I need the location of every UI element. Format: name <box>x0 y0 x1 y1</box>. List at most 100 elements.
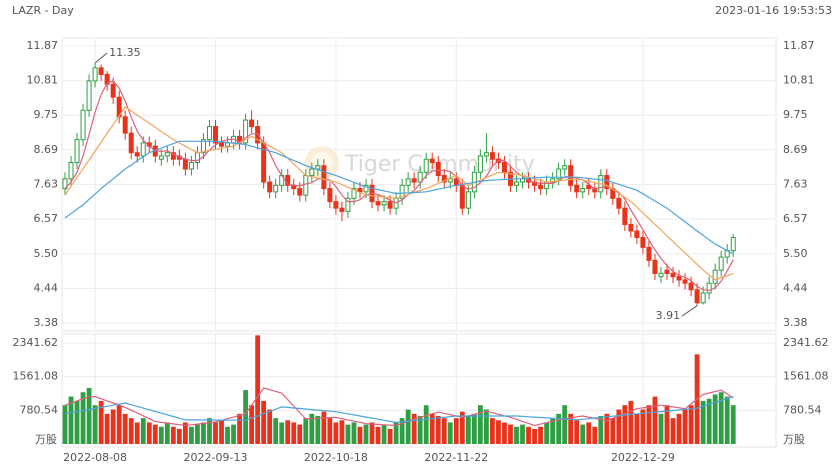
candle-body <box>688 282 694 291</box>
volume-bar <box>225 426 230 444</box>
candle-body <box>634 230 640 239</box>
candle-body <box>351 188 357 199</box>
volume-bar <box>327 418 333 444</box>
volume-bar <box>381 424 387 444</box>
volume-bar <box>243 390 248 444</box>
volume-bar <box>219 420 224 444</box>
candle-body <box>164 152 170 157</box>
volume-bar <box>670 418 676 444</box>
candle-body <box>225 142 231 147</box>
volume-bar <box>339 420 345 444</box>
volume-bar <box>393 422 399 444</box>
candle-body <box>122 116 128 134</box>
volume-bar <box>604 413 610 444</box>
max-annotation: 11.35 <box>109 46 141 59</box>
candle-body <box>188 161 194 170</box>
volume-bar <box>514 426 519 444</box>
volume-bar <box>459 411 465 444</box>
y-tick-label: 8.69 <box>783 143 808 156</box>
candle-body <box>417 171 423 183</box>
volume-bar <box>375 426 381 444</box>
volume-bar <box>134 422 140 444</box>
candle-body <box>297 188 303 196</box>
volume-bar <box>279 422 285 444</box>
candle-body <box>514 181 519 186</box>
x-tick-label: 2022-12-29 <box>611 451 675 464</box>
volume-bar <box>634 413 640 444</box>
volume-bar <box>315 415 321 444</box>
candle-body <box>170 152 176 160</box>
candle-body <box>267 181 273 193</box>
volume-bar <box>556 413 562 444</box>
candle-body <box>718 256 724 271</box>
volume-bar <box>357 426 363 444</box>
candle-body <box>315 165 321 170</box>
candle-body <box>501 161 507 173</box>
candle-body <box>345 197 351 212</box>
volume-bar <box>122 413 128 444</box>
volume-bar <box>207 418 212 444</box>
moving-average-line <box>64 80 734 292</box>
volume-bar <box>658 413 664 444</box>
candle-body <box>86 80 92 111</box>
candle-body <box>140 142 146 157</box>
y-tick-label: 780.54 <box>20 403 59 416</box>
volume-bar <box>411 413 417 444</box>
candle-body <box>574 184 580 193</box>
volume-bar <box>369 422 375 444</box>
candle-body <box>664 269 670 274</box>
volume-bar <box>68 396 74 444</box>
volume-bar <box>471 413 477 444</box>
candle-body <box>628 223 634 232</box>
candle-body <box>477 155 483 173</box>
volume-panel <box>61 333 777 448</box>
candle-body <box>128 132 134 154</box>
volume-bar <box>544 422 549 444</box>
volume-bar <box>592 426 598 444</box>
moving-average-line <box>64 140 734 255</box>
candle-body <box>483 152 489 157</box>
x-tick-label: 2022-09-13 <box>184 451 248 464</box>
volume-bar <box>176 428 182 444</box>
candle-body <box>520 178 526 183</box>
volume-bar <box>146 422 152 444</box>
volume-bar <box>429 413 435 444</box>
volume-bar <box>526 426 531 444</box>
candle-body <box>640 237 646 248</box>
candle-body <box>616 197 622 209</box>
y-tick-label: 2341.62 <box>783 336 829 349</box>
y-tick-label: 10.81 <box>27 74 59 87</box>
volume-bar <box>213 422 218 444</box>
candle-body <box>74 139 80 163</box>
volume-bar <box>297 424 303 444</box>
candle-body <box>538 184 544 190</box>
volume-bar <box>128 418 134 444</box>
candle-body <box>580 188 586 193</box>
candle-body <box>604 175 610 190</box>
candle-body <box>562 165 568 170</box>
volume-bar <box>170 426 176 444</box>
volume-bar <box>706 398 712 444</box>
x-tick-label: 2022-10-18 <box>304 451 368 464</box>
volume-bar <box>261 400 267 444</box>
candle-body <box>213 126 218 144</box>
volume-bar <box>201 422 206 444</box>
candle-body <box>399 184 405 199</box>
candle-body <box>489 152 495 160</box>
candle-body <box>321 165 327 190</box>
volume-bar <box>80 392 86 444</box>
candle-body <box>219 142 225 147</box>
x-tick-label: 2022-08-08 <box>63 451 127 464</box>
candle-body <box>568 165 574 186</box>
candle-body <box>435 161 441 177</box>
volume-bar <box>189 426 194 444</box>
volume-bar <box>441 418 447 444</box>
y-tick-label: 5.50 <box>783 247 808 260</box>
candle-body <box>80 109 86 141</box>
volume-bar <box>140 418 146 444</box>
moving-average-line <box>64 106 734 281</box>
y-tick-label: 10.81 <box>783 74 815 87</box>
candle-body <box>339 207 345 212</box>
candle-body <box>327 188 333 203</box>
volume-bar <box>116 405 122 444</box>
